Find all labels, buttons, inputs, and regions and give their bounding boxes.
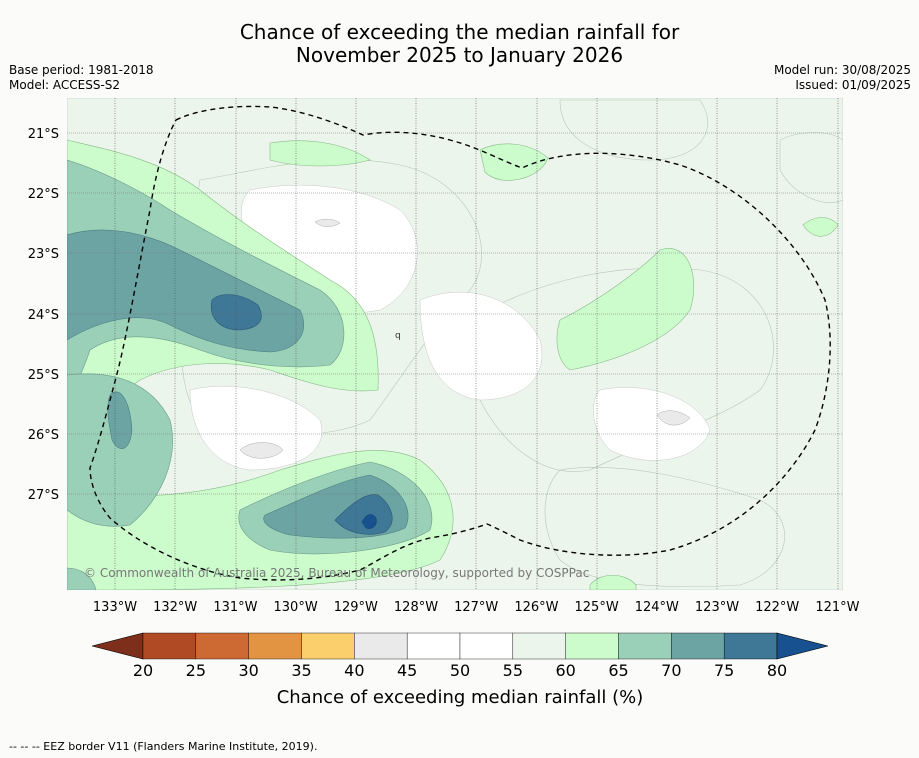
longitude-label: 121°W xyxy=(815,600,859,615)
colorbar-tick-label: 25 xyxy=(186,661,206,680)
eez-footnote: -- -- -- EEZ border V11 (Flanders Marine… xyxy=(9,740,318,753)
latitude-label: 21°S xyxy=(28,127,59,142)
colorbar-tick-label: 30 xyxy=(238,661,258,680)
issued-date: Issued: 01/09/2025 xyxy=(795,78,911,92)
colorbar-segment xyxy=(618,632,672,660)
colorbar-tick-label: 55 xyxy=(503,661,523,680)
map-title-line2: November 2025 to January 2026 xyxy=(295,43,624,67)
rainfall-map: q © Commonwealth of Australia 2025, Bure… xyxy=(28,98,860,708)
longitude-label: 129°W xyxy=(334,600,378,615)
map-field: q © Commonwealth of Australia 2025, Bure… xyxy=(67,98,843,590)
longitude-label: 125°W xyxy=(575,600,619,615)
latitude-gridlines xyxy=(67,132,843,495)
colorbar-segment xyxy=(512,632,566,660)
colorbar-tick-label: 50 xyxy=(450,661,470,680)
base-period: Base period: 1981-2018 xyxy=(9,63,154,77)
colorbar-tick-label: 45 xyxy=(397,661,417,680)
model-run: Model run: 30/08/2025 xyxy=(773,63,911,77)
colorbar-tick-label: 75 xyxy=(714,661,734,680)
longitude-label: 126°W xyxy=(514,600,558,615)
colorbar-segment xyxy=(459,632,514,660)
colorbar-segment xyxy=(301,632,355,660)
longitude-label: 127°W xyxy=(454,600,498,615)
latitude-label: 24°S xyxy=(28,308,59,323)
colorbar-min-extension xyxy=(91,632,144,660)
longitude-gridlines xyxy=(114,98,839,590)
longitude-label: 132°W xyxy=(153,600,197,615)
colorbar-tick-label: 80 xyxy=(767,661,787,680)
colorbar-segment xyxy=(354,632,408,660)
eez-border xyxy=(89,105,831,581)
longitude-label: 131°W xyxy=(213,600,257,615)
contour-above-80-patch xyxy=(361,514,377,529)
colorbar-tick-label: 40 xyxy=(344,661,364,680)
colorbar-max-extension xyxy=(776,632,829,660)
latitude-label: 23°S xyxy=(28,247,59,262)
colorbar-segment xyxy=(406,632,461,660)
colorbar-title: Chance of exceeding median rainfall (%) xyxy=(277,687,644,708)
colorbar-segment xyxy=(723,632,778,660)
copyright-text: © Commonwealth of Australia 2025, Bureau… xyxy=(84,566,589,580)
colorbar-tick-label: 65 xyxy=(608,661,628,680)
colorbar-tick-label: 60 xyxy=(555,661,575,680)
map-title-line1: Chance of exceeding the median rainfall … xyxy=(239,20,680,44)
longitude-label: 133°W xyxy=(93,600,137,615)
latitude-label: 27°S xyxy=(28,488,59,503)
map-marker-glyph: q xyxy=(395,331,401,341)
contour-75-80-region xyxy=(210,294,262,331)
longitude-label: 123°W xyxy=(695,600,739,615)
model-name: Model: ACCESS-S2 xyxy=(9,78,121,92)
colorbar-segment xyxy=(248,632,302,660)
contour-40-45-patch xyxy=(239,442,284,459)
colorbar-segment xyxy=(671,632,725,660)
latitude-labels: 21°S 22°S 23°S 24°S 25°S 26°S 27°S xyxy=(28,127,59,503)
longitude-label: 124°W xyxy=(635,600,679,615)
colorbar-tick-label: 20 xyxy=(133,661,153,680)
longitude-label: 122°W xyxy=(755,600,799,615)
colorbar-segment xyxy=(195,632,249,660)
colorbar xyxy=(91,632,829,660)
colorbar-tick-label: 35 xyxy=(291,661,311,680)
latitude-label: 22°S xyxy=(28,187,59,202)
latitude-label: 26°S xyxy=(28,428,59,443)
colorbar-segment xyxy=(142,632,197,660)
longitude-label: 130°W xyxy=(274,600,318,615)
colorbar-tick-label: 70 xyxy=(661,661,681,680)
colorbar-tick-labels: 20 25 30 35 40 45 50 55 60 65 70 75 80 xyxy=(133,661,787,680)
longitude-labels: 133°W 132°W 131°W 130°W 129°W 128°W 127°W 126°W… xyxy=(93,600,860,615)
latitude-label: 25°S xyxy=(28,368,59,383)
longitude-label: 128°W xyxy=(394,600,438,615)
colorbar-segment xyxy=(565,632,619,660)
